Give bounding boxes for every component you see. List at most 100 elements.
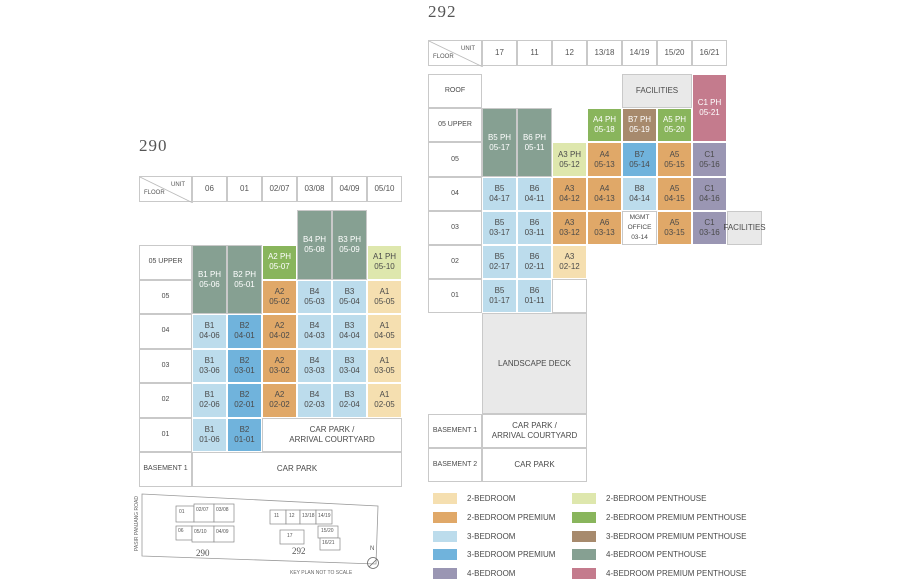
key-plan-note: KEY PLAN NOT TO SCALE	[290, 570, 353, 576]
unit-cell: B3 04-04	[332, 314, 367, 349]
unit-code: 03-03	[304, 365, 325, 375]
unit-cell: B5 02-17	[482, 245, 517, 279]
unit-cell: B5 PH 05-17	[482, 108, 517, 177]
unit-type: B8	[634, 184, 645, 193]
unit-cell: A4 PH 05-18	[587, 108, 622, 142]
unit-code: 05-15	[664, 159, 685, 169]
title-292: 292	[428, 2, 457, 21]
floor-name: BASEMENT 2	[432, 461, 478, 468]
unit-type: B1	[204, 390, 215, 400]
unit-type: A5	[669, 218, 680, 227]
unit-cell: A5 PH 05-20	[657, 108, 692, 142]
floor-name: 01	[451, 292, 459, 299]
unit-type: B2	[239, 321, 250, 331]
unit-cell: B2 01-01	[227, 417, 262, 452]
unit-type: A1	[379, 321, 390, 331]
legend-swatch	[572, 530, 596, 542]
unit-code: 02-03	[304, 400, 325, 410]
key-plan-unit-label: 13/18	[302, 513, 315, 519]
legend-swatch	[433, 493, 457, 504]
unit-type: B3	[344, 321, 355, 331]
unit-code: 03-01	[234, 365, 255, 375]
unit-cell: B1 PH 05-06	[192, 245, 227, 314]
unit-type: B3 PH	[337, 234, 362, 244]
unit-code: 01-06	[199, 434, 220, 444]
unit-cell: A2 04-02	[262, 314, 297, 349]
key-plan-unit-label: 12	[289, 513, 295, 519]
unit-type: A2	[274, 321, 285, 331]
unit-column-header: 17	[482, 40, 517, 66]
unit-code: 05-04	[339, 296, 360, 306]
key-plan-unit-label: 05/10	[194, 529, 207, 535]
legend-swatch	[433, 530, 457, 542]
floor-name: 05	[161, 292, 170, 300]
legend-label: 2-BEDROOM PREMIUM PENTHOUSE	[606, 512, 747, 522]
unit-number: 01	[240, 184, 249, 193]
unit-code: 05-14	[629, 159, 650, 169]
floor-name: 01	[161, 430, 170, 438]
unit-type: A4	[599, 184, 610, 193]
unit-type: A2	[274, 355, 285, 365]
unit-cell: CAR PARK	[192, 452, 402, 487]
unit-code: 04-05	[374, 331, 395, 341]
unit-column-header: 06	[192, 176, 227, 202]
legend-swatch	[433, 549, 457, 561]
floor-label: FLOOR	[433, 54, 454, 60]
unit-type: A1	[379, 390, 390, 400]
floor-name: 05 UPPER	[438, 121, 472, 128]
unit-cell: A5 05-15	[657, 142, 692, 177]
key-plan-unit-label: 17	[287, 533, 293, 539]
floor-name: 04	[161, 327, 170, 335]
floor-label: 02	[428, 245, 482, 279]
unit-cell: CAR PARK / ARRIVAL COURTYARD	[262, 417, 402, 452]
unit-number: 06	[205, 184, 214, 193]
unit-code: 01-01	[234, 434, 255, 444]
unit-type: CAR PARK /	[512, 421, 557, 430]
legend-swatch	[572, 568, 596, 580]
legend-label: 2-BEDROOM PREMIUM	[467, 512, 556, 522]
unit-code: 02-04	[339, 400, 360, 410]
unit-type: B2	[239, 390, 250, 400]
unit-code: 04-06	[199, 331, 220, 341]
floor-label: 04	[428, 177, 482, 211]
legend-label: 3-BEDROOM	[467, 531, 516, 541]
unit-cell: B3 02-04	[332, 383, 367, 418]
unit-type: B7	[634, 149, 645, 159]
unit-cell	[552, 279, 587, 313]
unit-number: 03/08	[304, 184, 325, 193]
unit-code: 04-17	[489, 194, 510, 203]
unit-type: FACILITIES	[723, 223, 766, 232]
unit-cell: A5 03-15	[657, 211, 692, 245]
unit-code: OFFICE	[627, 224, 652, 231]
floor-name: 04	[451, 190, 459, 197]
unit-cell: B1 03-06	[192, 348, 227, 383]
legend-label: 4-BEDROOM PENTHOUSE	[606, 550, 707, 560]
unit-column-header: 01	[227, 176, 262, 202]
unit-code: 05-20	[664, 125, 685, 134]
unit-code: 05-21	[699, 108, 720, 117]
floor-name: BASEMENT 1	[143, 465, 188, 473]
unit-column-header: 03/08	[297, 176, 332, 202]
unit-cell: MGMT OFFICE 03-14	[622, 211, 657, 245]
unit-number: 02/07	[269, 184, 290, 193]
key-plan-unit-label: 11	[274, 513, 280, 519]
key-plan-drawing	[141, 493, 379, 565]
floor-label: 03	[139, 348, 192, 383]
unit-column-header: 16/21	[692, 40, 727, 66]
unit-type: FACILITIES	[635, 86, 679, 95]
floor-label: 04	[139, 314, 192, 349]
unit-label: UNIT	[461, 46, 475, 52]
key-plan-unit-label: 03/08	[216, 507, 229, 513]
north-label: N	[370, 546, 375, 552]
unit-number: 17	[495, 48, 504, 57]
unit-type: B4 PH	[302, 234, 327, 244]
unit-code: 02-02	[269, 400, 290, 410]
unit-code: 05-06	[199, 279, 220, 289]
floor-label: 05	[139, 279, 192, 314]
unit-type: B5	[494, 184, 505, 193]
floor-name: 03	[161, 361, 170, 369]
unit-type: A5	[669, 184, 680, 193]
unit-code: ARRIVAL COURTYARD	[289, 434, 375, 444]
unit-label: UNIT	[171, 182, 185, 188]
unit-cell: B2 PH 05-01	[227, 245, 262, 314]
